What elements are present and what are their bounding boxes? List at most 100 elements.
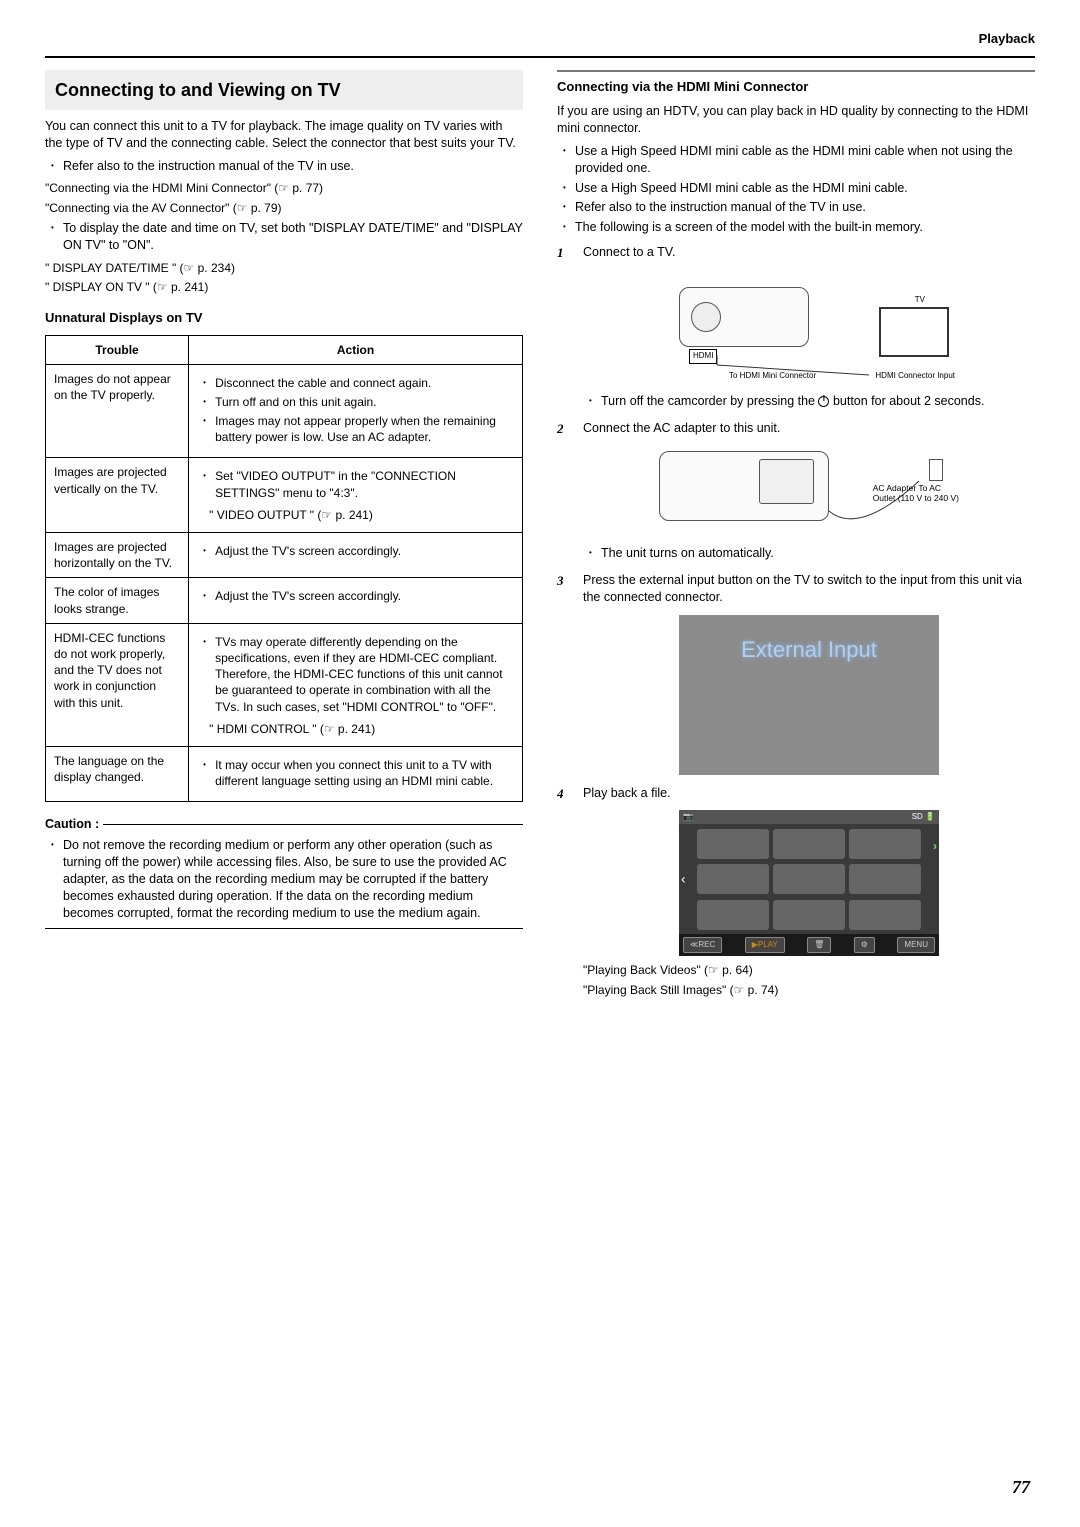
action-cell: Set "VIDEO OUTPUT" in the "CONNECTION SE… <box>189 458 523 533</box>
bullet-item: Use a High Speed HDMI mini cable as the … <box>563 180 1035 197</box>
right-bullets: Use a High Speed HDMI mini cable as the … <box>563 143 1035 236</box>
intro-paragraph: You can connect this unit to a TV for pl… <box>45 118 523 152</box>
reference-link: " HDMI CONTROL " (☞ p. 241) <box>209 721 514 737</box>
trouble-cell: Images do not appear on the TV properly. <box>46 364 189 458</box>
bullet-item: Turn off the camcorder by pressing the b… <box>589 393 1035 410</box>
table-header-action: Action <box>189 335 523 364</box>
trash-button[interactable]: 🗑 <box>807 937 831 953</box>
steps-list: 1 Connect to a TV. HDMI To HDMI Mini Con… <box>557 244 1035 998</box>
trouble-cell: The language on the display changed. <box>46 746 189 801</box>
reference-link: " VIDEO OUTPUT " (☞ p. 241) <box>209 507 514 523</box>
trouble-cell: Images are projected vertically on the T… <box>46 458 189 533</box>
tv-label: TV <box>915 295 925 306</box>
action-cell: Adjust the TV's screen accordingly. <box>189 578 523 623</box>
step-text: Connect to a TV. <box>583 245 675 259</box>
step-text: Connect the AC adapter to this unit. <box>583 421 780 435</box>
playback-ui-screenshot: 📷 SD 🔋 ‹ › ≪REC ▶PLAY <box>679 810 939 956</box>
caution-heading: Caution : <box>45 816 523 833</box>
step-number: 4 <box>557 785 564 803</box>
external-input-screen: External Input <box>679 615 939 775</box>
bullet-item: To display the date and time on TV, set … <box>51 220 523 254</box>
trouble-cell: The color of images looks strange. <box>46 578 189 623</box>
to-hdmi-label: To HDMI Mini Connector <box>729 371 816 382</box>
action-cell: TVs may operate differently depending on… <box>189 623 523 746</box>
right-top-rule <box>557 70 1035 72</box>
step-number: 2 <box>557 420 564 438</box>
step-4: 4 Play back a file. 📷 SD 🔋 ‹ › <box>557 785 1035 997</box>
prev-page-icon: ‹ <box>681 870 686 889</box>
bullet-item: The following is a screen of the model w… <box>563 219 1035 236</box>
ac-adapter-diagram: AC Adapter To ACOutlet (110 V to 240 V) <box>659 441 959 541</box>
caution-rule <box>103 824 523 825</box>
reference-link: "Playing Back Still Images" (☞ p. 74) <box>583 982 1035 998</box>
rec-button[interactable]: ≪REC <box>683 937 722 953</box>
bullet-list-2: To display the date and time on TV, set … <box>51 220 523 254</box>
reference-link: "Playing Back Videos" (☞ p. 64) <box>583 962 1035 978</box>
bullet-list-1: Refer also to the instruction manual of … <box>51 158 523 175</box>
action-item: Images may not appear properly when the … <box>203 413 514 445</box>
action-item: Disconnect the cable and connect again. <box>203 375 514 391</box>
action-item: It may occur when you connect this unit … <box>203 757 514 789</box>
right-intro: If you are using an HDTV, you can play b… <box>557 103 1035 137</box>
step-number: 1 <box>557 244 564 262</box>
action-item: TVs may operate differently depending on… <box>203 634 514 715</box>
section-title: Connecting to and Viewing on TV <box>55 78 513 102</box>
hdmi-connector-label: HDMI Connector Input <box>875 371 955 382</box>
next-page-icon: › <box>933 838 937 854</box>
action-item: Adjust the TV's screen accordingly. <box>203 543 514 559</box>
action-cell: It may occur when you connect this unit … <box>189 746 523 801</box>
bullet-item: The unit turns on automatically. <box>589 545 1035 562</box>
bullet-item: Refer also to the instruction manual of … <box>51 158 523 175</box>
bullet-item: Use a High Speed HDMI mini cable as the … <box>563 143 1035 177</box>
section-title-box: Connecting to and Viewing on TV <box>45 70 523 110</box>
step-1: 1 Connect to a TV. HDMI To HDMI Mini Con… <box>557 244 1035 410</box>
step-text: Press the external input button on the T… <box>583 573 1022 604</box>
reference-link: "Connecting via the AV Connector" (☞ p. … <box>45 200 523 216</box>
step-number: 3 <box>557 572 564 590</box>
settings-button[interactable]: ⚙ <box>854 937 875 953</box>
table-header-trouble: Trouble <box>46 335 189 364</box>
trouble-table: Trouble Action Images do not appear on t… <box>45 335 523 803</box>
page-header: Playback <box>45 30 1035 58</box>
tv-icon <box>879 307 949 357</box>
two-column-layout: Connecting to and Viewing on TV You can … <box>45 70 1035 1008</box>
left-column: Connecting to and Viewing on TV You can … <box>45 70 523 1008</box>
top-right-icons: SD 🔋 <box>912 812 935 823</box>
power-icon <box>818 396 829 407</box>
right-heading: Connecting via the HDMI Mini Connector <box>557 78 1035 96</box>
reference-link: " DISPLAY DATE/TIME " (☞ p. 234) <box>45 260 523 276</box>
table-row: The color of images looks strange. Adjus… <box>46 578 523 623</box>
bullet-item: Refer also to the instruction manual of … <box>563 199 1035 216</box>
trouble-cell: Images are projected horizontally on the… <box>46 533 189 578</box>
right-column: Connecting via the HDMI Mini Connector I… <box>557 70 1035 1008</box>
reference-link: " DISPLAY ON TV " (☞ p. 241) <box>45 279 523 295</box>
step-2: 2 Connect the AC adapter to this unit. A… <box>557 420 1035 562</box>
reference-link: "Connecting via the HDMI Mini Connector"… <box>45 180 523 196</box>
table-row: Images are projected vertically on the T… <box>46 458 523 533</box>
action-item: Set "VIDEO OUTPUT" in the "CONNECTION SE… <box>203 468 514 500</box>
table-row: HDMI-CEC functions do not work properly,… <box>46 623 523 746</box>
page-number: 77 <box>1012 1475 1030 1499</box>
caution-label: Caution : <box>45 816 99 833</box>
external-input-label: External Input <box>679 635 939 665</box>
step-text: Play back a file. <box>583 786 671 800</box>
action-cell: Disconnect the cable and connect again. … <box>189 364 523 458</box>
play-button[interactable]: ▶PLAY <box>745 937 785 953</box>
table-row: Images do not appear on the TV properly.… <box>46 364 523 458</box>
menu-button[interactable]: MENU <box>897 937 935 953</box>
step-3: 3 Press the external input button on the… <box>557 572 1035 776</box>
caution-body: Do not remove the recording medium or pe… <box>51 837 523 921</box>
step2-sub-bullets: The unit turns on automatically. <box>589 545 1035 562</box>
action-item: Adjust the TV's screen accordingly. <box>203 588 514 604</box>
caution-list: Do not remove the recording medium or pe… <box>51 837 523 921</box>
unnatural-heading: Unnatural Displays on TV <box>45 309 523 327</box>
table-row: The language on the display changed. It … <box>46 746 523 801</box>
camera-mode-icon: 📷 <box>683 812 693 823</box>
caution-bottom-rule <box>45 928 523 929</box>
action-item: Turn off and on this unit again. <box>203 394 514 410</box>
connect-tv-diagram: HDMI To HDMI Mini Connector TV HDMI Conn… <box>669 267 949 387</box>
ac-label: AC Adapter To ACOutlet (110 V to 240 V) <box>873 483 959 503</box>
table-row: Images are projected horizontally on the… <box>46 533 523 578</box>
trouble-cell: HDMI-CEC functions do not work properly,… <box>46 623 189 746</box>
step1-sub-bullets: Turn off the camcorder by pressing the b… <box>589 393 1035 410</box>
